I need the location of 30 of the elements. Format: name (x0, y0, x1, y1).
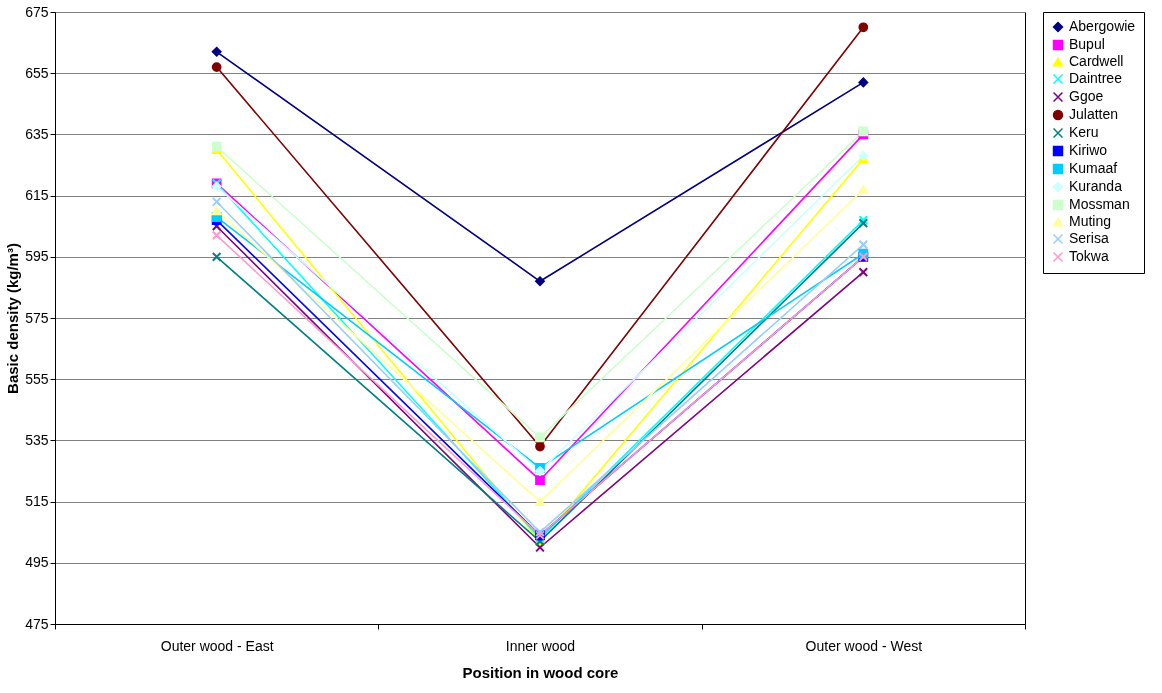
y-tick-label: 495 (25, 554, 49, 571)
y-tick-label: 515 (25, 493, 49, 510)
legend-label: Keru (1069, 124, 1099, 140)
y-tick-label: 615 (25, 187, 49, 204)
legend-label: Bupul (1069, 36, 1105, 52)
y-tick-label: 595 (25, 248, 49, 265)
y-tick-label: 555 (25, 370, 49, 387)
legend-label: Serisa (1069, 230, 1109, 246)
x-tick-label: Outer wood - East (160, 637, 274, 654)
legend-label: Kiriwo (1069, 142, 1108, 158)
legend-label: Muting (1069, 213, 1112, 229)
x-tick-label: Inner wood (505, 637, 576, 654)
y-tick-label: 675 (25, 3, 49, 20)
y-tick-label: 655 (25, 64, 49, 81)
legend-label: Tokwa (1069, 248, 1109, 264)
y-tick-label: 475 (25, 615, 49, 632)
y-axis-title: Basic density (kg/m³) (4, 243, 22, 394)
legend-label: Julatten (1069, 106, 1119, 122)
legend-label: Abergowie (1069, 18, 1136, 34)
legend-label: Cardwell (1069, 53, 1124, 69)
legend-label: Kumaaf (1069, 160, 1118, 176)
y-tick-label: 635 (25, 125, 49, 142)
legend-label: Daintree (1069, 70, 1123, 86)
legend-label: Kuranda (1069, 178, 1123, 194)
x-tick-label: Outer wood - West (805, 637, 923, 654)
y-tick-label: 535 (25, 431, 49, 448)
legend-label: Ggoe (1069, 88, 1104, 104)
x-axis-title: Position in wood core (462, 663, 619, 681)
y-tick-label: 575 (25, 309, 49, 326)
legend-label: Mossman (1069, 196, 1130, 212)
